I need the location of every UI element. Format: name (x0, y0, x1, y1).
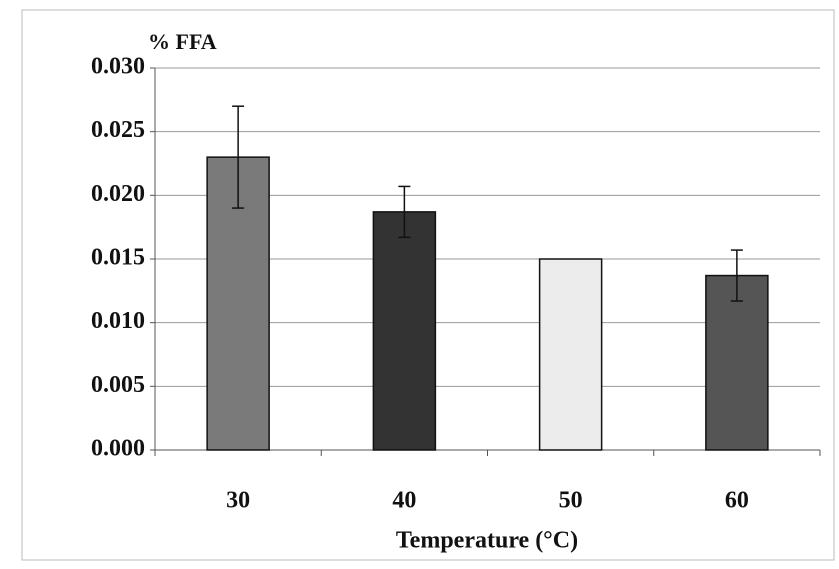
y-tick-label: 0.030 (91, 54, 145, 80)
y-tick-label: 0.015 (91, 245, 145, 271)
x-tick-label: 50 (559, 488, 583, 514)
y-tick-label: 0.005 (91, 372, 145, 398)
y-tick-label: 0.020 (91, 181, 145, 207)
chart-title: % FFA (148, 29, 217, 54)
y-tick-label: 0.010 (91, 308, 145, 334)
bar (372, 211, 437, 451)
x-tick-label: 60 (725, 488, 749, 514)
frame (21, 9, 835, 561)
x-axis-title: Temperature (°C) (396, 528, 578, 554)
y-tick-label: 0.000 (91, 436, 145, 462)
y-tick-label: 0.025 (91, 117, 145, 143)
x-tick-label: 30 (226, 488, 250, 514)
bar (538, 258, 603, 451)
x-tick-label: 40 (392, 488, 416, 514)
